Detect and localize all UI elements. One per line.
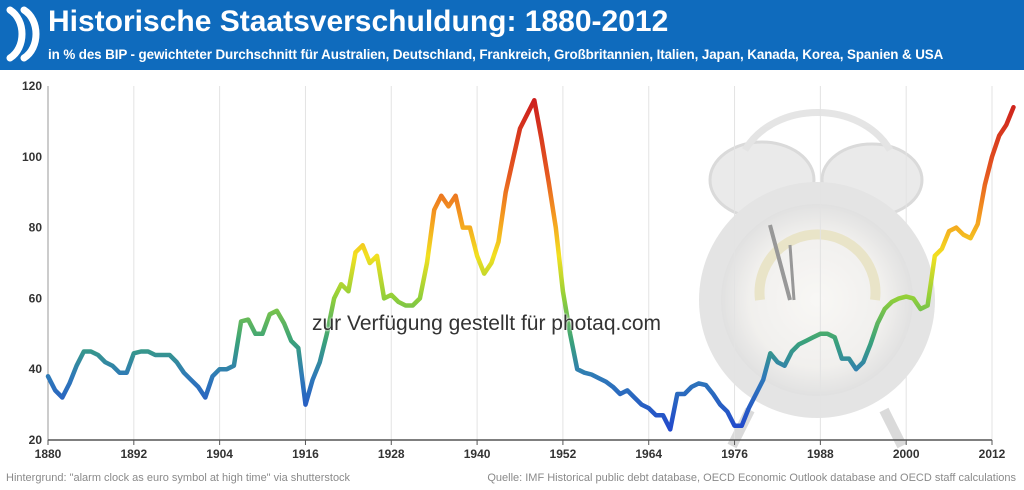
x-tick-label: 1880 (35, 447, 62, 461)
watermark-text: zur Verfügung gestellt für photaq.com (312, 312, 662, 335)
y-tick-label: 40 (29, 362, 43, 376)
x-axis: 1880 1892 1904 1916 1928 1940 1952 1964 1976 1988… (35, 439, 1006, 461)
background-credit: Hintergrund: "alarm clock as euro symbol… (6, 472, 351, 484)
x-tick-label: 2000 (893, 447, 920, 461)
x-tick-label: 1928 (378, 447, 405, 461)
header-bar: Historische Staatsverschuldung: 1880-201… (0, 0, 1024, 70)
y-tick-label: 20 (29, 433, 43, 447)
y-tick-label: 80 (29, 221, 43, 235)
series-line-debt-ratio (45, 97, 1016, 432)
x-tick-label: 1976 (721, 447, 748, 461)
x-tick-label: 1940 (464, 447, 491, 461)
vertical-gridlines (47, 86, 993, 440)
page-title: Historische Staatsverschuldung: 1880-201… (48, 5, 669, 38)
x-tick-label: 1916 (292, 447, 319, 461)
oecd-logo-icon (6, 6, 40, 62)
x-tick-label: 1904 (206, 447, 233, 461)
x-tick-label: 1952 (550, 447, 577, 461)
y-tick-label: 100 (22, 150, 42, 164)
x-tick-label: 1892 (120, 447, 147, 461)
page-subtitle: in % des BIP - gewichteter Durchschnitt … (48, 47, 944, 62)
y-axis: 20 40 60 80 100 120 (22, 79, 49, 447)
x-tick-label: 2012 (979, 447, 1006, 461)
x-tick-label: 1988 (807, 447, 834, 461)
y-tick-label: 60 (29, 291, 43, 305)
source-note: Quelle: IMF Historical public debt datab… (487, 472, 1016, 484)
x-tick-label: 1964 (635, 447, 662, 461)
y-tick-label: 120 (22, 79, 42, 93)
